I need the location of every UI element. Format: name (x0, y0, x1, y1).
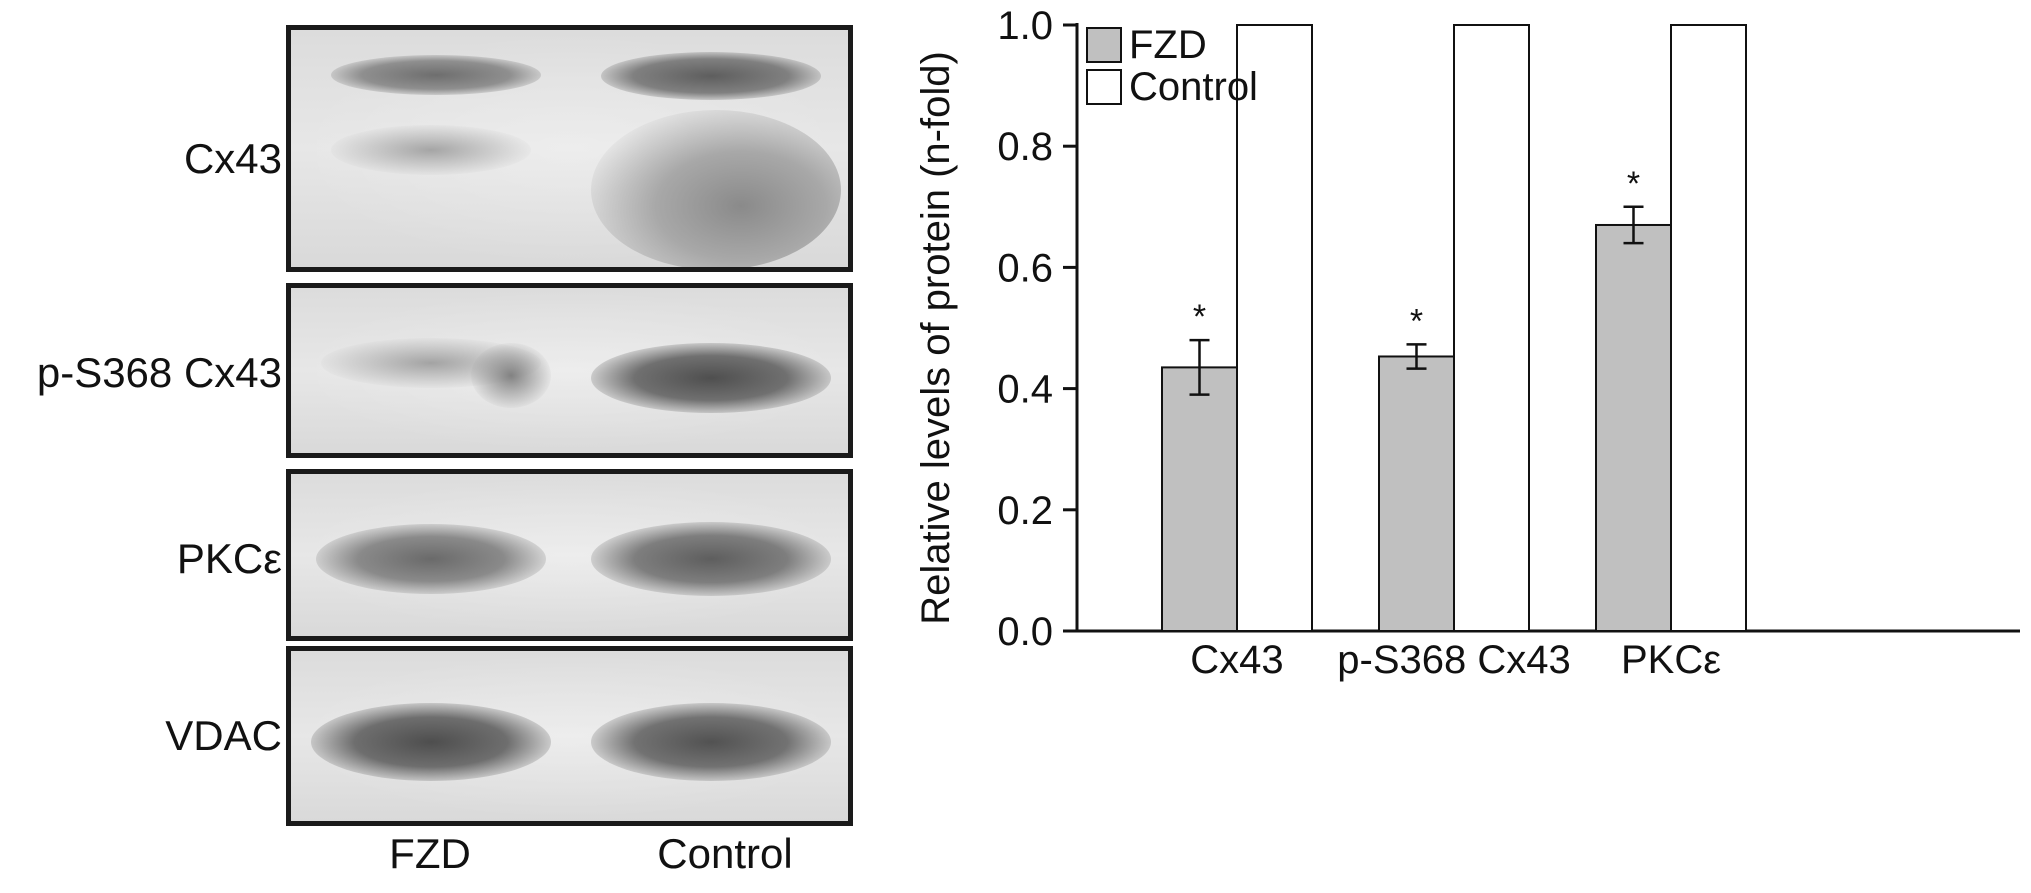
bar (1670, 24, 1747, 632)
legend-swatch (1086, 27, 1122, 63)
band (591, 110, 841, 267)
legend-label: Control (1129, 65, 1258, 109)
blot-image-pkce (286, 469, 853, 641)
band (311, 703, 551, 781)
bar (1378, 355, 1455, 632)
bar-chart: 0.0 0.2 0.4 0.6 0.8 1.0 Relative levels of pro… (914, 4, 2020, 682)
y-axis-label: Relative levels of protein (n-fold) (914, 51, 958, 625)
bar (1236, 24, 1313, 632)
bar (1453, 24, 1530, 632)
lane-label-control: Control (657, 830, 793, 877)
significance-marker: * (1193, 298, 1206, 336)
band (331, 125, 531, 175)
x-tick-label: p-S368 Cx43 (1337, 638, 1570, 682)
band (316, 524, 546, 594)
band (591, 343, 831, 413)
blot-row-label-cx43: Cx43 (183, 135, 282, 182)
band (471, 343, 551, 408)
legend-label: FZD (1129, 23, 1207, 67)
lane-label-fzd: FZD (389, 830, 471, 877)
blot-image-vdac (286, 646, 853, 826)
x-tick-label: Cx43 (1190, 638, 1283, 682)
y-tick-label: 0.4 (997, 368, 1053, 412)
western-blot-panel: Cx43 p-S368 Cx43 PKCε VDAC FZD Control (0, 0, 860, 888)
blot-image-p-s368-cx43 (286, 283, 853, 458)
y-tick-label: 0.0 (997, 610, 1053, 654)
band (331, 55, 541, 95)
band (591, 703, 831, 781)
x-tick-label: PKCε (1621, 638, 1721, 682)
significance-marker: * (1410, 302, 1423, 340)
bar (1595, 223, 1672, 632)
significance-marker: * (1627, 165, 1640, 203)
y-tick-label: 0.2 (997, 489, 1053, 533)
bar-chart-panel: 0.0 0.2 0.4 0.6 0.8 1.0 Relative levels of pro… (860, 0, 2031, 888)
blot-row-label-vdac: VDAC (165, 712, 282, 759)
blot-image-cx43 (286, 25, 853, 272)
band (591, 522, 831, 596)
legend-swatch (1086, 69, 1122, 105)
y-tick-label: 0.6 (997, 246, 1053, 290)
band (601, 52, 821, 100)
bar (1161, 366, 1238, 632)
blot-row-label-pkce: PKCε (176, 535, 282, 582)
blot-row-label-p-s368-cx43: p-S368 Cx43 (36, 349, 282, 396)
y-tick-label: 0.8 (997, 125, 1053, 169)
y-tick-label: 1.0 (997, 4, 1053, 48)
